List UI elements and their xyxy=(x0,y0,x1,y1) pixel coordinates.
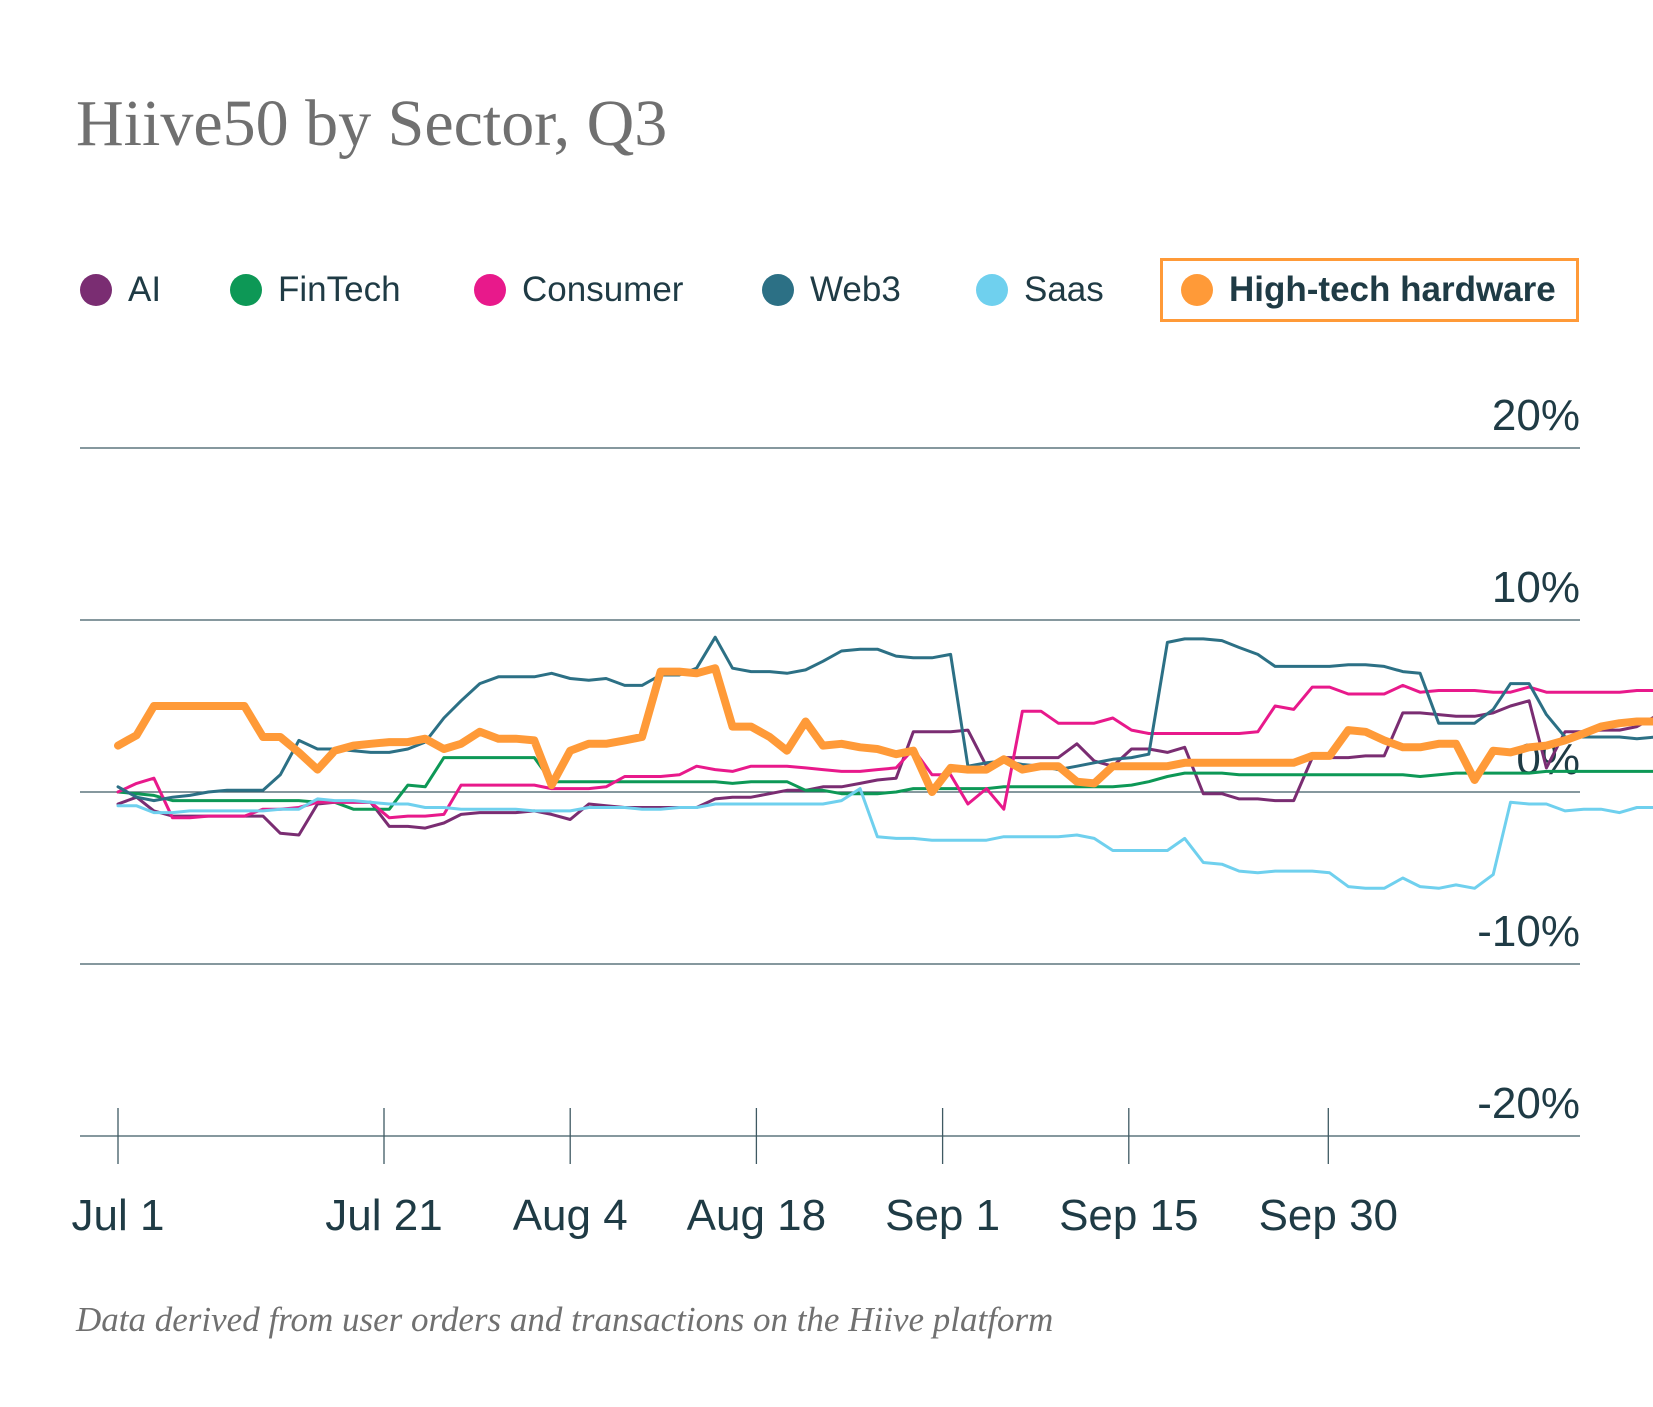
legend-label: High-tech hardware xyxy=(1229,270,1556,309)
y-tick-label: 10% xyxy=(1492,563,1580,612)
x-tick-label: Sep 15 xyxy=(1059,1191,1198,1240)
x-tick-label: Aug 4 xyxy=(513,1191,628,1240)
x-tick-label: Jul 21 xyxy=(325,1191,442,1240)
y-tick-label: -20% xyxy=(1477,1079,1580,1128)
y-tick-label: 20% xyxy=(1492,391,1580,440)
legend-item-web3[interactable]: Web3 xyxy=(762,258,901,322)
legend-label: AI xyxy=(128,270,162,309)
chart-title: Hiive50 by Sector, Q3 xyxy=(76,87,668,160)
legend-label: Saas xyxy=(1024,270,1104,309)
series-line-ai xyxy=(116,699,1653,837)
legend-label: Web3 xyxy=(810,270,901,309)
legend-item-high-tech-hardware[interactable]: High-tech hardware xyxy=(1160,258,1579,322)
legend-swatch xyxy=(976,274,1008,306)
series-line-high-tech-hardware xyxy=(114,664,1653,796)
legend-swatch xyxy=(1181,274,1213,306)
line-chart: 20%10%0%-10%-20%Jul 1 Jul 21 Aug 4 Aug 18 Se… xyxy=(72,391,1653,1240)
legend-swatch xyxy=(762,274,794,306)
x-tick-label: Sep 30 xyxy=(1259,1191,1398,1240)
legend-label: FinTech xyxy=(278,270,401,309)
legend-item-saas[interactable]: Saas xyxy=(976,258,1104,322)
legend-item-ai[interactable]: AI xyxy=(80,258,161,322)
series-line-saas xyxy=(116,787,1653,890)
legend-swatch xyxy=(80,274,112,306)
chart-footnote: Data derived from user orders and transa… xyxy=(76,1300,1054,1339)
x-tick-label: Sep 1 xyxy=(885,1191,1000,1240)
legend-swatch xyxy=(474,274,506,306)
legend-item-consumer[interactable]: Consumer xyxy=(474,258,683,322)
x-tick-label: Aug 18 xyxy=(687,1191,826,1240)
legend-label: Consumer xyxy=(522,270,684,309)
series-line-fintech xyxy=(116,756,1653,811)
x-tick-label: Jul 1 xyxy=(72,1191,165,1240)
y-tick-label: -10% xyxy=(1477,907,1580,956)
legend-item-fintech[interactable]: FinTech xyxy=(230,258,401,322)
chart-legend: AI FinTech Consumer Web3 Saas High-tech hardw… xyxy=(0,258,1653,338)
legend-swatch xyxy=(230,274,262,306)
